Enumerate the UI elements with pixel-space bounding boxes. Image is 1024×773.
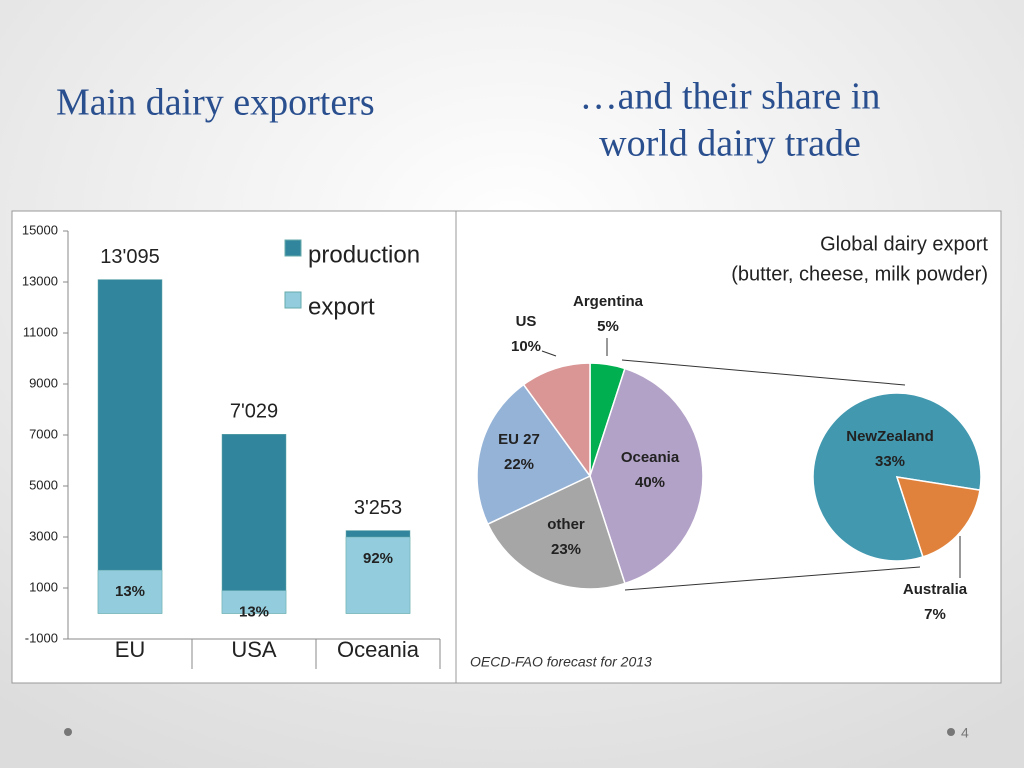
slice-value: 23%: [551, 541, 581, 558]
slice-label: Oceania: [621, 449, 680, 466]
slide-heading: world dairy trade: [599, 123, 861, 165]
data-label: 7'029: [230, 401, 278, 423]
y-tick-label: 3000: [29, 528, 58, 543]
page-number: 4: [961, 725, 969, 741]
legend-swatch: [284, 239, 302, 257]
data-label: 3'253: [354, 497, 402, 519]
legend-swatch: [284, 291, 302, 309]
y-tick-label: 13000: [22, 273, 58, 288]
slice-label: NewZealand: [846, 428, 934, 445]
slice-label: Argentina: [573, 293, 644, 310]
source-note: OECD-FAO forecast for 2013: [470, 654, 652, 670]
bar: [97, 279, 163, 614]
pie-subtitle: (butter, cheese, milk powder): [731, 263, 988, 285]
slice-label: US: [516, 313, 537, 330]
bar: [97, 569, 163, 614]
slice-value: 5%: [597, 318, 619, 335]
x-tick-label: EU: [115, 637, 146, 662]
x-tick-label: Oceania: [337, 637, 420, 662]
pie-slice: [476, 383, 592, 526]
pie-title: Global dairy export: [820, 233, 988, 255]
y-tick-label: 11000: [23, 324, 58, 339]
bar: [345, 536, 411, 614]
y-tick-label: 9000: [29, 375, 58, 390]
slice-value: 33%: [875, 453, 905, 470]
slice-label: EU 27: [498, 431, 540, 448]
y-tick-label: 5000: [29, 477, 58, 492]
slide-heading: …and their share in: [580, 76, 881, 118]
pie-slice: [895, 476, 981, 558]
data-label: 13%: [239, 604, 269, 621]
pie-slice: [486, 474, 626, 590]
slice-label: Australia: [903, 581, 968, 598]
pie-slice: [589, 367, 704, 585]
data-label: 13%: [115, 583, 145, 600]
y-tick-label: 15000: [22, 222, 58, 237]
connector: [624, 566, 921, 591]
data-label: 13'095: [100, 246, 159, 268]
y-tick-label: 1000: [29, 579, 58, 594]
y-tick-label: -1000: [25, 630, 58, 645]
y-tick-label: 7000: [29, 426, 58, 441]
pie-slice: [522, 362, 591, 479]
slice-value: 40%: [635, 474, 665, 491]
slice-value: 22%: [504, 456, 534, 473]
x-tick-label: USA: [231, 637, 277, 662]
slice-value: 7%: [924, 606, 946, 623]
footer-dot: [64, 728, 72, 736]
bar: [221, 434, 287, 614]
slide-title: Main dairy exporters: [56, 82, 375, 124]
connector: [621, 359, 906, 386]
data-label: 92%: [363, 550, 393, 567]
footer-dot: [947, 728, 955, 736]
slice-label: other: [547, 516, 585, 533]
bar: [221, 590, 287, 614]
slice-value: 10%: [511, 338, 541, 355]
leader-line: [541, 350, 557, 357]
legend-label: export: [308, 293, 375, 320]
legend-label: production: [308, 241, 420, 268]
